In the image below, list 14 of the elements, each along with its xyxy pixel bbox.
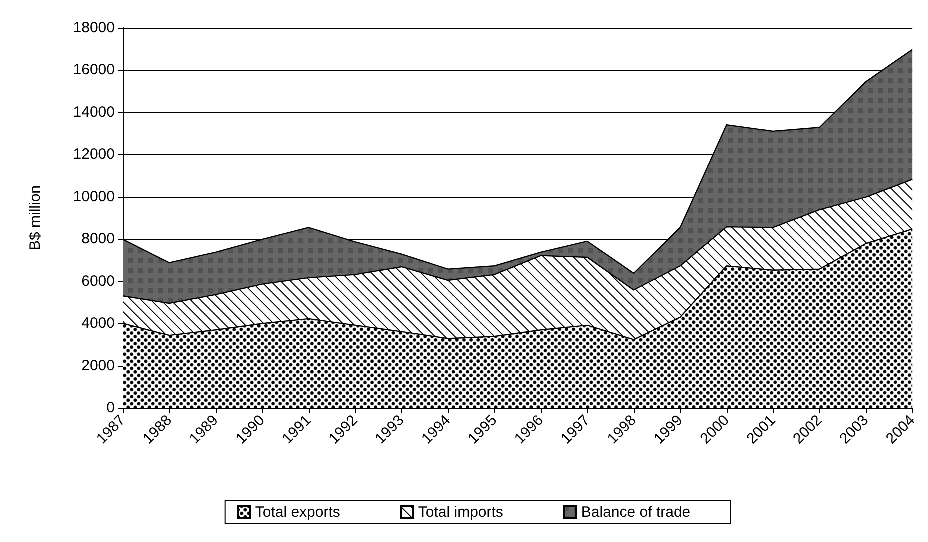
- y-tick-label: 12000: [73, 146, 115, 164]
- y-tick-label: 8000: [82, 230, 115, 248]
- y-axis-title: B$ million: [27, 185, 44, 251]
- y-tick-label: 6000: [82, 272, 115, 290]
- y-tick-label: 14000: [73, 104, 115, 121]
- y-tick-label: 4000: [82, 315, 115, 332]
- y-tick-label: 16000: [73, 62, 115, 79]
- legend-label: Balance of trade: [581, 504, 691, 521]
- y-tick-label: 0: [106, 400, 115, 416]
- y-tick-label: 2000: [82, 357, 115, 374]
- y-tick-label: 18000: [73, 20, 115, 36]
- y-tick-label: 10000: [73, 188, 115, 206]
- legend-label: Total exports: [255, 504, 340, 521]
- legend-label: Total imports: [418, 504, 504, 521]
